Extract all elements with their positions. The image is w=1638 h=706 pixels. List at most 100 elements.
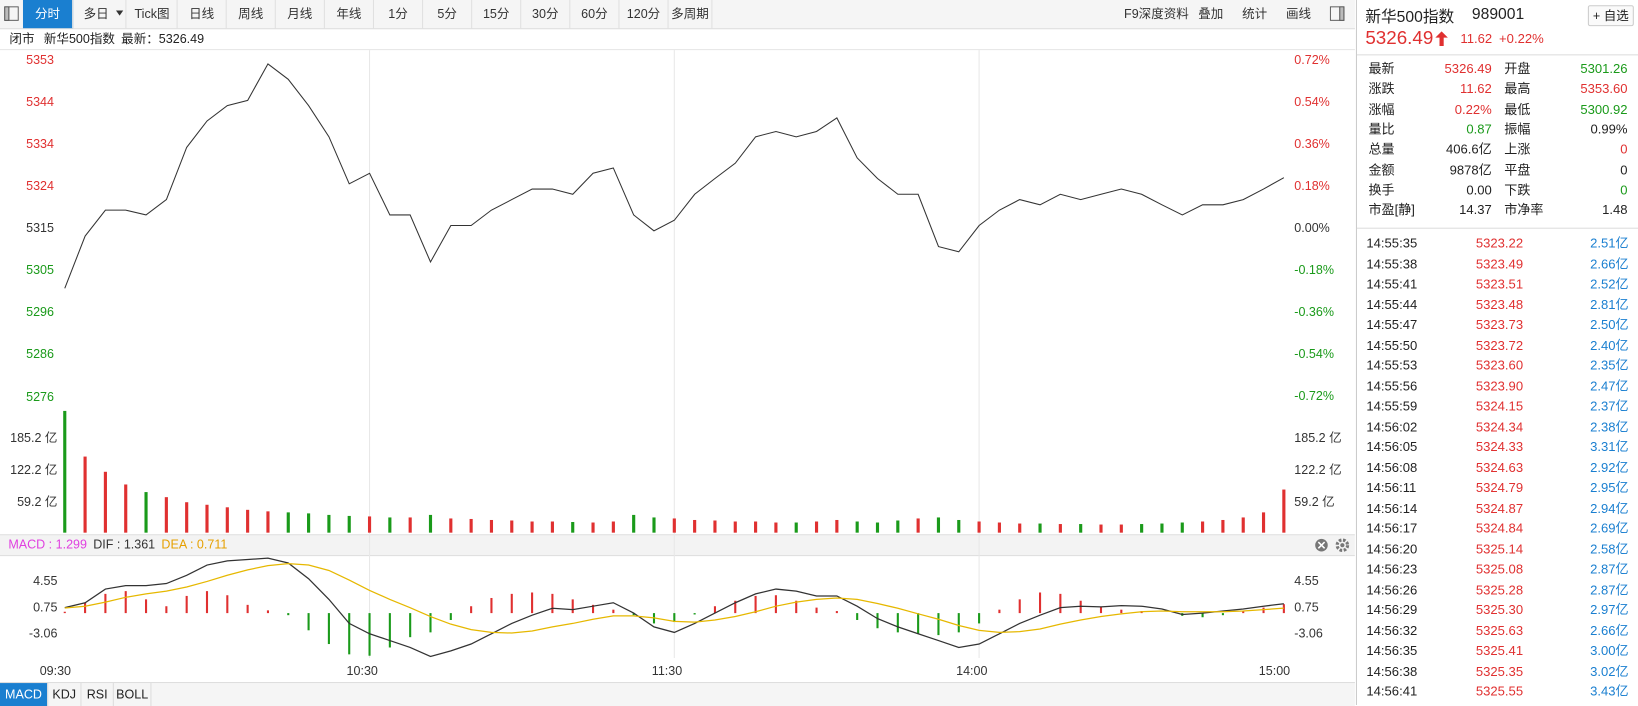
- stat-value: 0: [1620, 142, 1628, 157]
- toolbar-tab[interactable]: 多日: [73, 0, 127, 29]
- volume-bar: [185, 502, 189, 533]
- toolbar-tab[interactable]: 多周期: [669, 0, 713, 29]
- stat-value: 1.48: [1602, 202, 1628, 218]
- toolbar-tool[interactable]: 统计: [1242, 6, 1268, 21]
- trade-price: 5324.63: [1475, 460, 1524, 475]
- chart-area: 09:30 10:30 11:30 14:00 15:00 5353 5344 5334 532…: [0, 50, 1355, 678]
- trade-time: 14:56:23: [1366, 561, 1418, 577]
- y-tick-label: 5276: [26, 390, 54, 404]
- y2-tick-label: 0.18%: [1294, 179, 1330, 193]
- volume-bar: [794, 522, 798, 533]
- macd-bar: [856, 613, 859, 620]
- trade-price: 5324.79: [1475, 480, 1524, 496]
- y-tick-label: 5344: [26, 95, 54, 109]
- indicator-tabs: MACD KDJ RSI BOLL: [0, 682, 1355, 706]
- stat-label: 金额: [1368, 162, 1395, 178]
- trade-amount: 3.02亿: [1590, 663, 1629, 679]
- volume-bar: [469, 518, 473, 533]
- trade-amount: 2.40亿: [1590, 337, 1629, 353]
- toolbar-tool[interactable]: F9深度资料: [1124, 6, 1189, 21]
- toolbar-tab[interactable]: Tick图: [127, 0, 178, 29]
- toolbar-tab[interactable]: 分时: [22, 0, 74, 29]
- volume-bar: [875, 522, 880, 533]
- trade-amount: 3.43亿: [1590, 684, 1629, 699]
- macd-bar: [795, 600, 798, 614]
- toolbar-tab[interactable]: 30分: [521, 0, 571, 29]
- volume-bar: [63, 410, 67, 533]
- settings-icon[interactable]: [1335, 538, 1350, 552]
- macd-bar: [84, 602, 87, 614]
- stat-label: 总量: [1368, 142, 1395, 157]
- stat-label: 开盘: [1504, 61, 1531, 77]
- toolbar-tool[interactable]: 叠加: [1198, 6, 1224, 21]
- stat-label: 下跌: [1504, 182, 1531, 198]
- indicator-tab[interactable]: RSI: [81, 683, 114, 706]
- stat-value: 5300.92: [1580, 101, 1628, 117]
- volume-bar: [571, 522, 575, 533]
- volume-bar: [449, 518, 453, 533]
- y-tick-label: 5286: [26, 347, 54, 361]
- volume-bar: [1282, 489, 1286, 533]
- trade-time: 14:56:38: [1366, 663, 1418, 679]
- sidebar-icon[interactable]: [4, 6, 19, 21]
- trade-time: 14:55:53: [1366, 358, 1418, 373]
- trade-amount: 2.47亿: [1590, 378, 1629, 394]
- volume-bar: [652, 517, 656, 533]
- volume-bar: [977, 521, 981, 533]
- trade-price: 5324.15: [1475, 398, 1524, 414]
- x-tick-label: 14:00: [956, 664, 987, 678]
- status-bar: 闭市 新华500指数 最新：5326.49: [0, 29, 1355, 51]
- trade-time: 14:55:47: [1366, 317, 1418, 333]
- trade-amount: 2.50亿: [1590, 317, 1629, 333]
- stat-label: 最高: [1504, 81, 1531, 97]
- toolbar-tab[interactable]: 月线: [276, 0, 325, 29]
- panel-icon[interactable]: [1329, 6, 1345, 21]
- y2-tick-label: -3.06: [1294, 626, 1323, 640]
- toolbar-tab[interactable]: 1分: [374, 0, 424, 29]
- trade-price: 5323.22: [1475, 236, 1524, 251]
- y2-tick-label: -0.36%: [1294, 305, 1334, 319]
- x-tick-label: 11:30: [652, 664, 682, 678]
- macd-bar: [835, 611, 838, 614]
- indicator-tab[interactable]: KDJ: [48, 683, 82, 706]
- volume-bar: [530, 521, 534, 533]
- volume-bar: [1038, 523, 1042, 533]
- watch-button[interactable]: + 自选: [1587, 5, 1634, 27]
- volume-bar: [428, 514, 433, 533]
- macd-bar: [327, 613, 330, 645]
- toolbar-tab[interactable]: 年线: [325, 0, 374, 29]
- stat-label: 市净率: [1504, 202, 1544, 218]
- y-tick-label: 5324: [26, 179, 54, 193]
- toolbar-tab[interactable]: 5分: [423, 0, 473, 29]
- toolbar-tool[interactable]: 画线: [1285, 6, 1312, 21]
- volume-bar: [1058, 524, 1062, 533]
- macd-bar: [165, 606, 168, 614]
- volume-bar: [489, 519, 494, 533]
- indicator-tab[interactable]: BOLL: [114, 683, 152, 706]
- toolbar-tab[interactable]: 120分: [619, 0, 669, 29]
- indicator-tab[interactable]: MACD: [0, 683, 49, 706]
- toolbar-tab[interactable]: 日线: [178, 0, 227, 29]
- toolbar-tab[interactable]: 60分: [570, 0, 620, 29]
- volume-bar: [266, 511, 270, 533]
- macd-line: [64, 557, 1284, 658]
- trade-price: 5323.51: [1475, 276, 1524, 292]
- trade-price: 5323.49: [1475, 256, 1524, 272]
- macd-line: [64, 562, 1284, 634]
- toolbar-tab[interactable]: 周线: [227, 0, 276, 29]
- volume-bar: [632, 514, 636, 533]
- macd-bar: [266, 610, 269, 614]
- y-tick-label: 122.2 亿: [10, 463, 57, 477]
- quote-change: 11.62: [1460, 31, 1493, 46]
- trade-time: 14:55:38: [1366, 256, 1418, 272]
- trade-amount: 2.69亿: [1590, 521, 1629, 536]
- close-icon[interactable]: [1315, 538, 1328, 552]
- macd-bar: [1099, 606, 1103, 614]
- volume-bar: [327, 514, 331, 533]
- volume-bar: [591, 522, 595, 533]
- toolbar-tab[interactable]: 15分: [472, 0, 522, 29]
- trade-amount: 3.31亿: [1590, 439, 1629, 455]
- y-tick-label: -3.06: [29, 626, 58, 640]
- trade-amount: 2.37亿: [1590, 398, 1629, 414]
- y2-tick-label: -0.54%: [1294, 347, 1334, 361]
